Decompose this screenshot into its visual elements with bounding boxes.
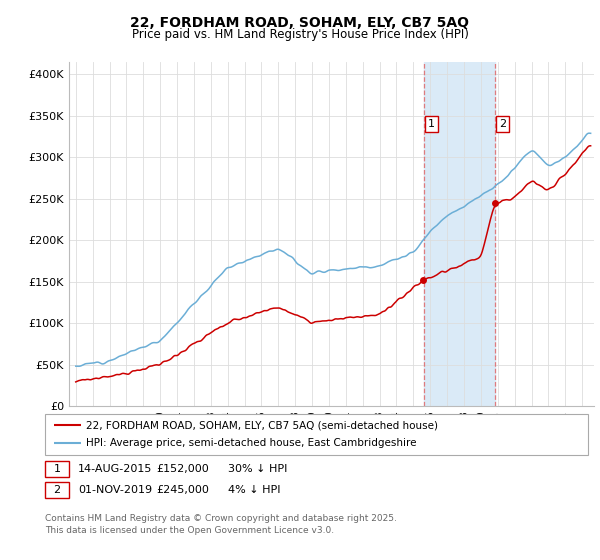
Text: 14-AUG-2015: 14-AUG-2015 — [78, 464, 152, 474]
Text: 22, FORDHAM ROAD, SOHAM, ELY, CB7 5AQ: 22, FORDHAM ROAD, SOHAM, ELY, CB7 5AQ — [131, 16, 470, 30]
Text: 22, FORDHAM ROAD, SOHAM, ELY, CB7 5AQ (semi-detached house): 22, FORDHAM ROAD, SOHAM, ELY, CB7 5AQ (s… — [86, 421, 438, 430]
Text: 1: 1 — [428, 119, 435, 129]
Text: 2: 2 — [53, 485, 61, 495]
Text: £245,000: £245,000 — [156, 485, 209, 495]
Text: 01-NOV-2019: 01-NOV-2019 — [78, 485, 152, 495]
Text: 2: 2 — [499, 119, 506, 129]
Bar — [424, 62, 495, 406]
Text: Contains HM Land Registry data © Crown copyright and database right 2025.
This d: Contains HM Land Registry data © Crown c… — [45, 514, 397, 535]
Text: HPI: Average price, semi-detached house, East Cambridgeshire: HPI: Average price, semi-detached house,… — [86, 438, 416, 448]
Text: 4% ↓ HPI: 4% ↓ HPI — [228, 485, 281, 495]
Text: Price paid vs. HM Land Registry's House Price Index (HPI): Price paid vs. HM Land Registry's House … — [131, 28, 469, 41]
Text: 30% ↓ HPI: 30% ↓ HPI — [228, 464, 287, 474]
Text: £152,000: £152,000 — [156, 464, 209, 474]
Text: 1: 1 — [53, 464, 61, 474]
